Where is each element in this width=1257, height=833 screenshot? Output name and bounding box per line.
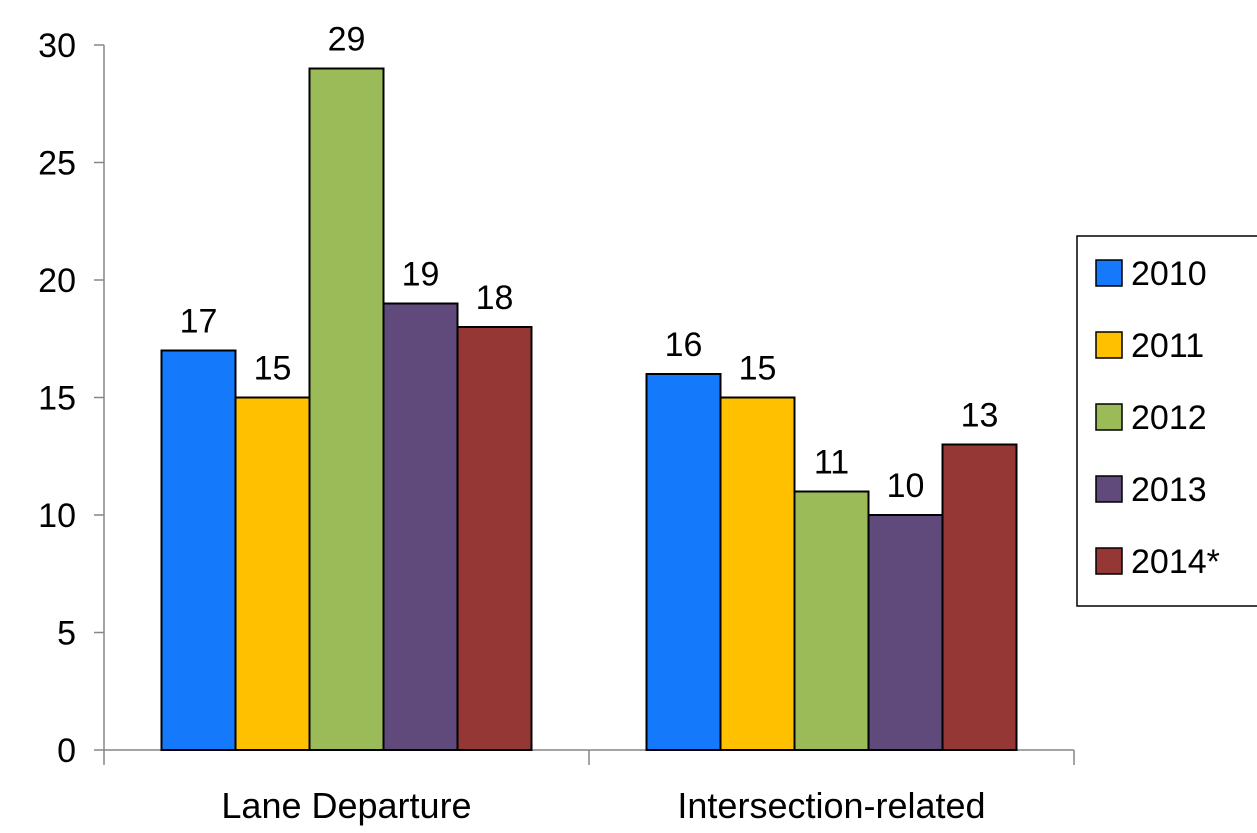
legend-label: 2011 [1131,327,1204,365]
data-label: 17 [180,303,218,341]
category-label: Intersection-related [677,785,985,826]
y-tick-label: 30 [38,27,76,65]
data-labels: 17 15 29 19 18 16 15 11 10 13 [180,21,999,506]
data-label: 29 [328,21,366,59]
y-tick-label: 25 [38,145,76,183]
bar [645,373,722,751]
y-tick-label: 15 [38,380,76,418]
legend: 2010 2011 2012 2013 2014* [1076,235,1257,607]
data-label: 16 [665,326,703,364]
bar [308,67,385,751]
legend-label: 2010 [1131,255,1207,293]
data-label: 15 [739,350,777,388]
legend-swatch [1095,331,1123,359]
legend-label: 2013 [1131,471,1207,509]
legend-label: 2012 [1131,399,1207,437]
y-axis: 0 5 10 15 20 25 30 [38,27,105,770]
data-label: 10 [887,467,925,505]
data-label: 13 [961,397,999,435]
bar [941,443,1018,751]
legend-swatch [1095,547,1123,575]
y-tick-label: 5 [57,615,76,653]
bar [160,349,237,751]
data-label: 18 [476,279,514,317]
x-axis: Lane Departure Intersection-related [103,749,1075,826]
y-tick-label: 20 [38,262,76,300]
y-tick-label: 10 [38,497,76,535]
data-label: 19 [402,256,440,294]
legend-swatch [1095,259,1123,287]
bar [793,490,870,751]
legend-label: 2014* [1131,543,1220,581]
category-label: Lane Departure [221,785,471,826]
bar [234,396,311,751]
data-label: 15 [254,350,292,388]
bar [719,396,796,751]
bars [160,67,1018,751]
bar [867,514,944,751]
y-tick-label: 0 [57,732,76,770]
legend-swatch [1095,475,1123,503]
bar [382,302,459,751]
legend-swatch [1095,403,1123,431]
data-label: 11 [814,444,849,482]
bar [456,326,533,751]
